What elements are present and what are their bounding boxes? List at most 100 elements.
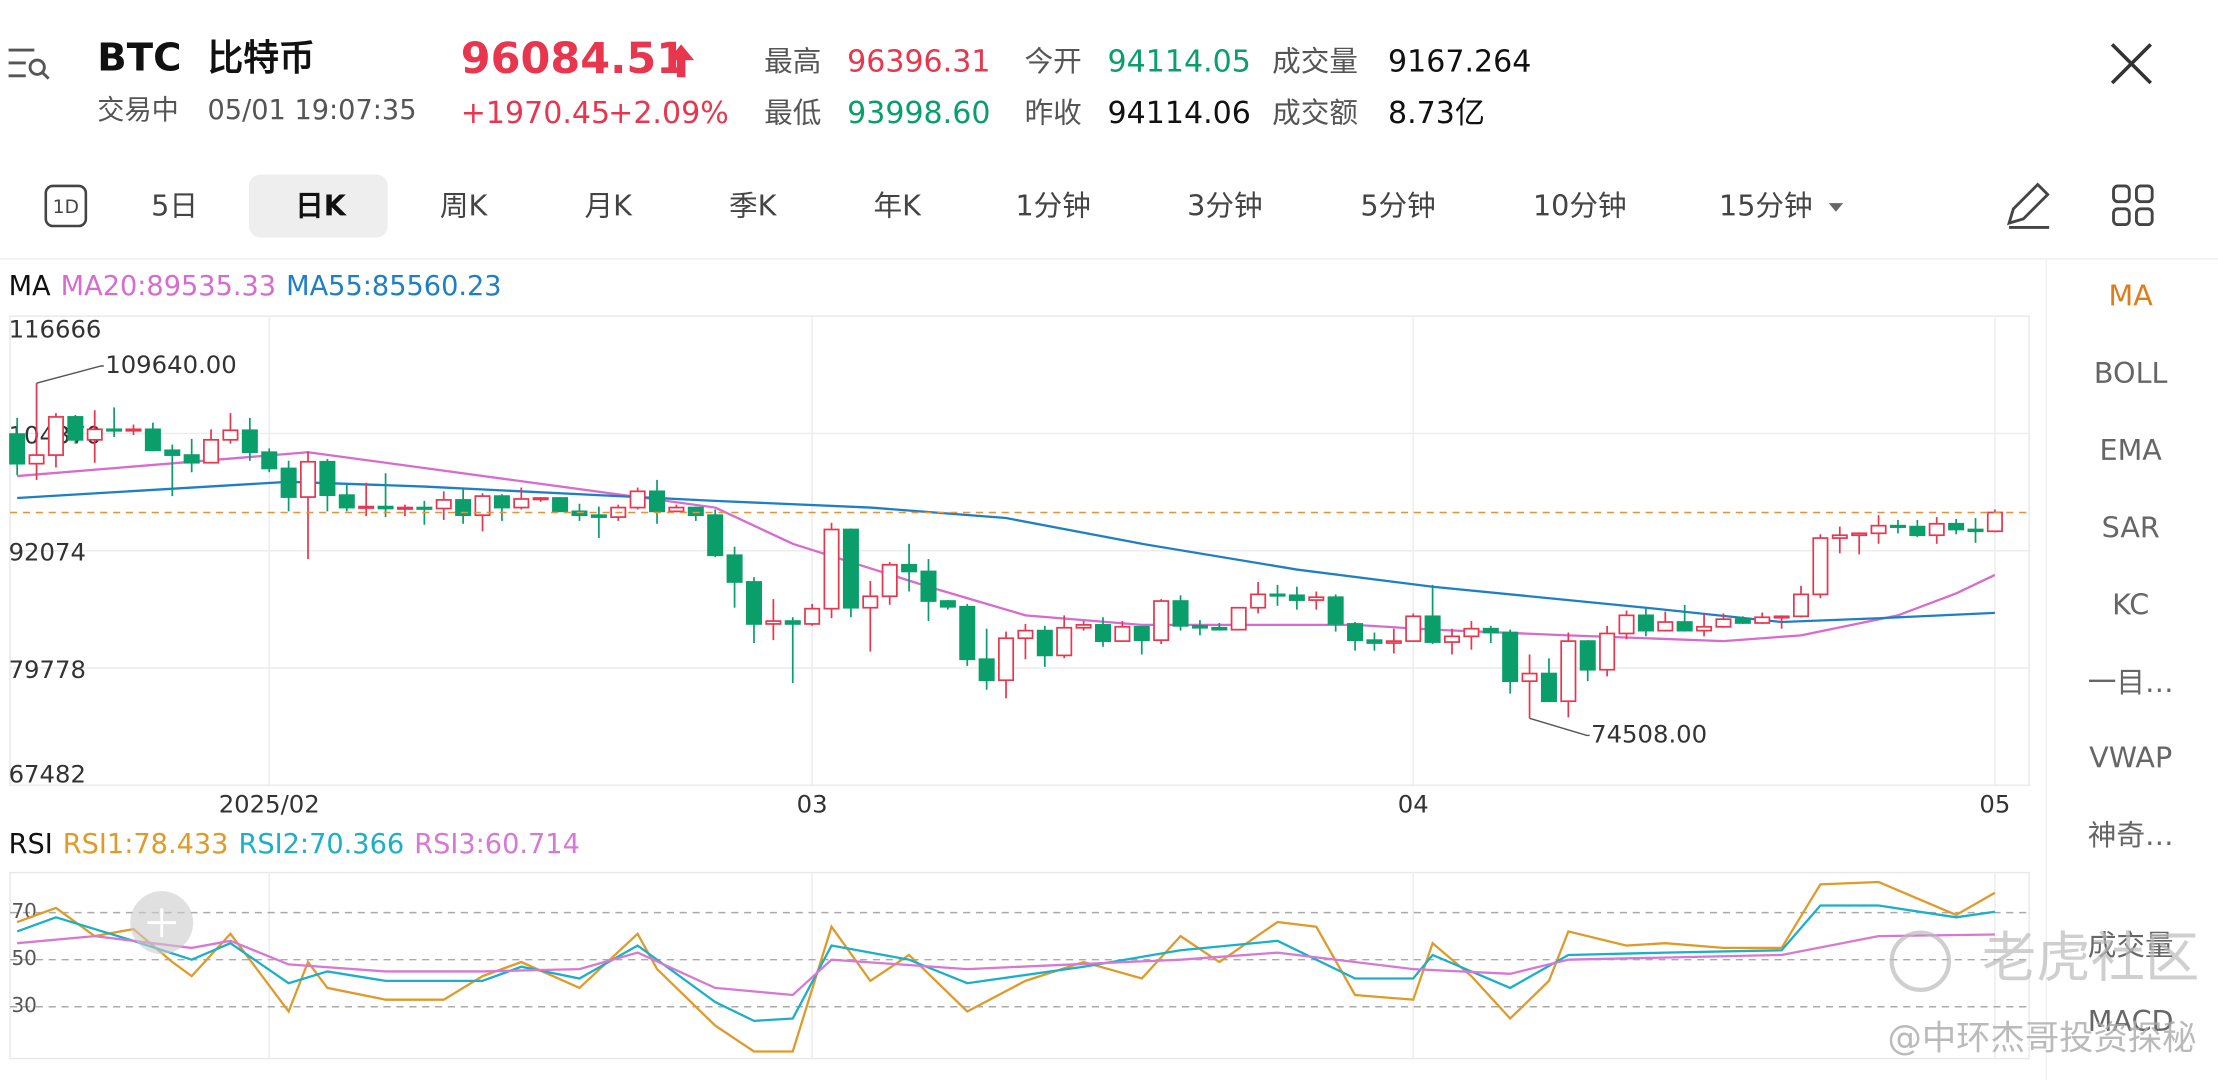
legend-entry: MA [9,271,51,302]
candle-body [1211,626,1228,631]
candle-body [901,563,918,573]
symbol-name: 比特币 [207,38,314,79]
candle-body [1017,629,1034,640]
candle-body [1754,616,1771,624]
candle-body [726,554,743,583]
annotation-leader [36,365,104,384]
price: 96084.51 [461,34,686,84]
x-tick-label: 2025/02 [219,789,320,818]
candle-body [1599,632,1616,671]
tab[interactable]: 日K [295,188,348,222]
stat-label: 成交额 [1272,95,1358,129]
candle-body [707,514,724,557]
tab[interactable]: 10分钟 [1533,188,1627,222]
y-tick-label: 116666 [9,314,102,343]
legend-entry: MA55:85560.23 [286,271,501,302]
stat-label: 今开 [1025,44,1082,78]
legend-entry: MA20:89535.33 [61,271,276,302]
candle-body [358,505,375,509]
period-icon[interactable] [44,184,88,228]
candle-body [823,528,840,610]
indicator-tab[interactable]: 一目… [2088,665,2174,699]
candle-body [1366,639,1383,644]
candle-body [978,658,995,682]
legend-entry: RSI [9,829,53,860]
tab[interactable]: 季K [729,188,778,222]
indicator-tab[interactable]: KC [2112,588,2149,622]
rsi-tick-label: 50 [11,946,36,970]
candle-body [804,607,821,625]
candle-body [1172,600,1189,627]
candle-body [164,449,181,456]
tab[interactable]: 5分钟 [1360,188,1435,222]
candle-body [1036,629,1053,657]
tab[interactable]: 3分钟 [1187,188,1262,222]
candle-body [1889,524,1906,528]
selected-tab-bg [248,174,388,238]
close-button[interactable] [2110,43,2153,85]
candle-body [1851,532,1868,537]
tab[interactable]: 周K [440,188,489,222]
layout-icon[interactable] [2112,184,2154,227]
stat-label: 成交量 [1272,44,1358,78]
candle-body [1269,593,1286,597]
candle-body [28,454,45,465]
tab[interactable]: 5日 [151,188,198,222]
indicator-tab[interactable]: MA [2109,279,2154,313]
candle-body [203,438,220,464]
dropdown-caret[interactable] [1828,203,1844,212]
indicator-tab[interactable]: EMA [2100,433,2163,467]
candle-body [1812,537,1829,596]
indicator-tab[interactable]: 成交量 [2088,928,2174,962]
draw-icon[interactable] [2006,182,2050,229]
rsi-line [16,904,1996,1023]
tab[interactable]: 1分钟 [1015,188,1090,222]
stat-value: 94114.06 [1108,96,1251,131]
candle-body [1094,624,1112,642]
annotation: 109640.00 [105,350,237,379]
candle-body [745,581,762,625]
annotation-leader [1529,717,1590,737]
candle-body [1909,525,1926,537]
candle-body [1618,614,1635,635]
indicator-tab[interactable]: BOLL [2094,356,2168,390]
candle-body [1831,534,1848,539]
y-tick-label: 67482 [9,759,86,788]
x-tick-label: 04 [1398,789,1429,818]
candle-body [1056,626,1073,657]
candle-body [862,595,879,609]
indicator-tab[interactable]: VWAP [2089,741,2172,775]
indicator-tab[interactable]: SAR [2102,510,2160,544]
candle-body [1579,640,1596,671]
candle-body [1347,623,1364,642]
candle-body [1385,640,1402,644]
tab[interactable]: 15分钟 [1719,188,1813,222]
candle-body [144,428,161,452]
legend-entry: RSI2:70.366 [238,829,404,860]
tab[interactable]: 年K [874,188,923,222]
indicator-tab[interactable]: 神奇… [2088,818,2174,852]
x-tick-label: 05 [1979,789,2010,818]
candle-body [1288,594,1305,601]
candle-body [571,510,588,517]
candle-body [319,460,336,497]
tab[interactable]: 月K [584,188,633,222]
candle-body [1327,596,1344,625]
candle-body [1133,625,1150,642]
candle-body [1482,627,1499,634]
candle-body [47,416,64,456]
candle-body [1657,621,1674,632]
candle-body [513,498,530,509]
candle-body [1948,522,1965,531]
candle-body [1230,606,1247,631]
candle-body [1405,615,1422,642]
stat-value: 96396.31 [847,44,990,79]
stat-value: 93998.60 [847,96,990,131]
candle-body [1502,631,1519,683]
menu-icon[interactable] [8,48,50,80]
candle-body [1637,614,1654,632]
indicator-tab[interactable]: MACD [2088,1004,2174,1038]
candle-body [125,428,142,432]
candle-body [552,497,569,513]
